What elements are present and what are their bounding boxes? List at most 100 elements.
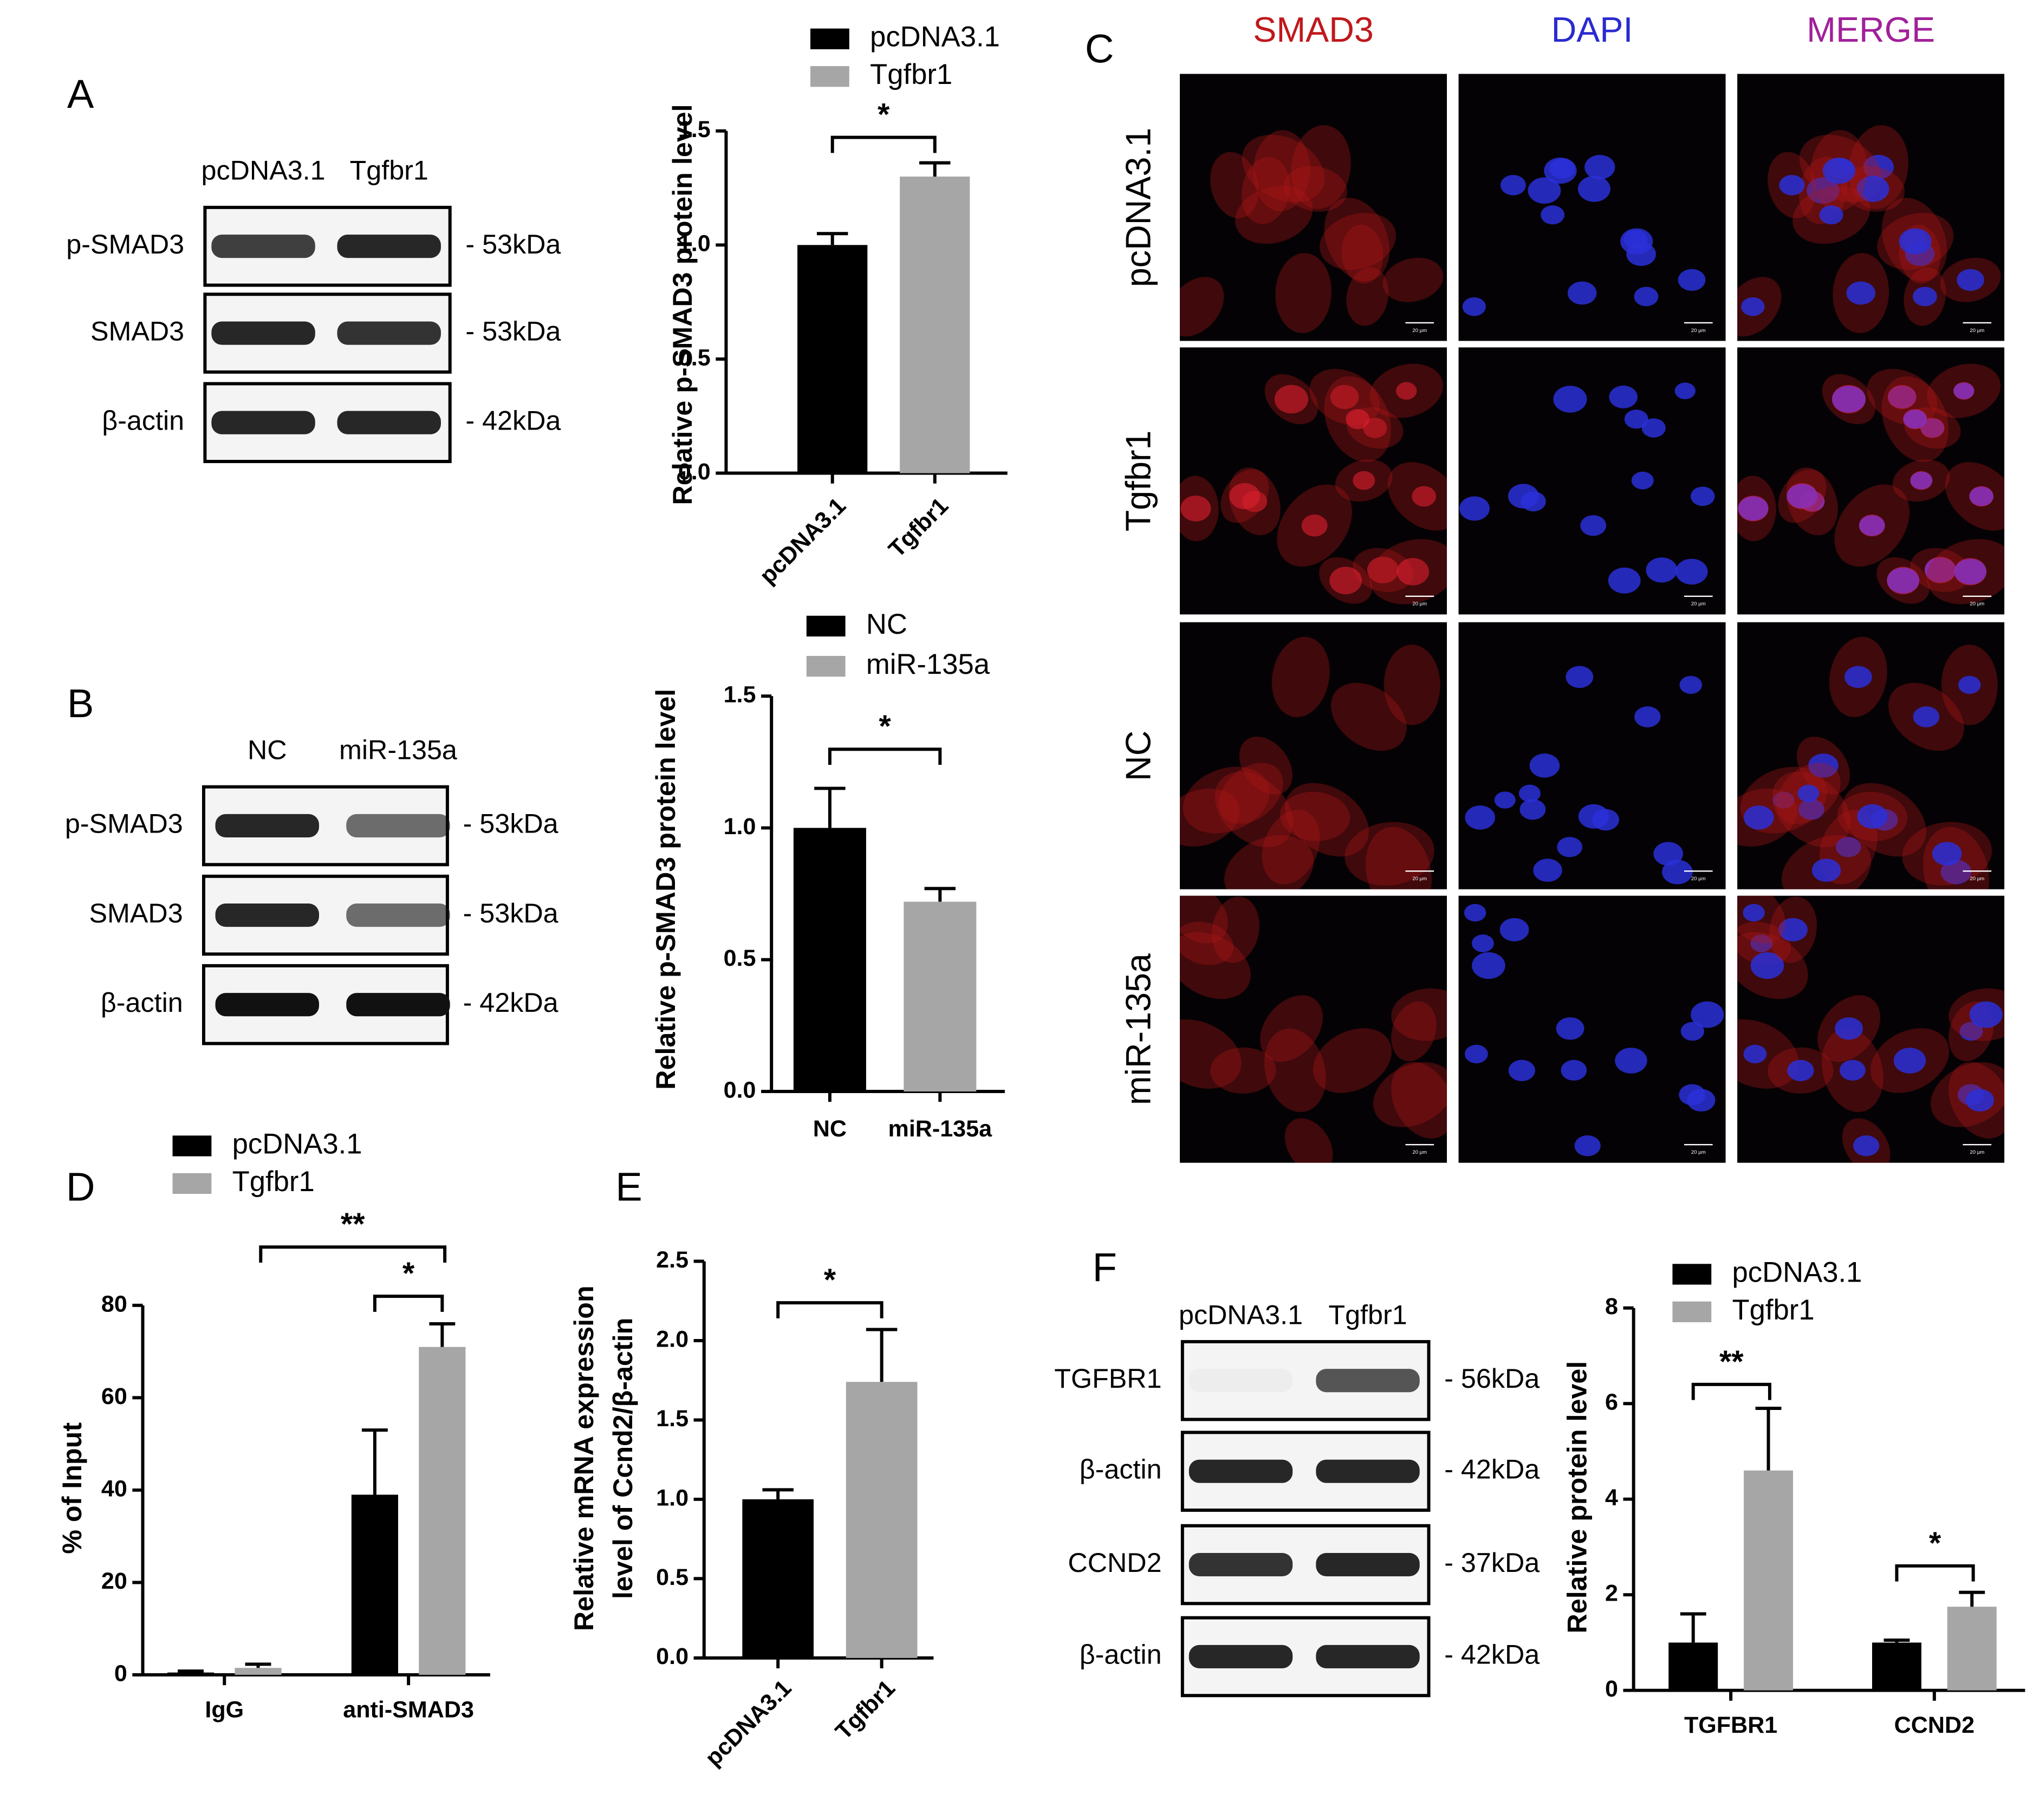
scale-bar-label: 20 μm xyxy=(1970,328,1984,334)
significance-label: * xyxy=(879,709,891,744)
cytoplasm xyxy=(1391,1062,1447,1139)
nucleus xyxy=(1553,386,1587,413)
nuclear-signal xyxy=(1346,409,1370,430)
nucleus xyxy=(1920,418,1945,438)
cytoplasm xyxy=(1235,186,1313,244)
nucleus xyxy=(1533,859,1562,882)
nucleus xyxy=(1679,675,1703,694)
nucleus xyxy=(1835,1017,1863,1040)
nucleus xyxy=(1808,753,1839,778)
cytoplasm xyxy=(1279,791,1350,841)
cytoplasm xyxy=(1210,1047,1276,1094)
nucleus xyxy=(1634,706,1661,727)
y-tick-label: 0.5 xyxy=(678,344,711,370)
legend-swatch xyxy=(810,66,849,87)
y-tick-label: 1.0 xyxy=(678,231,711,257)
cytoplasm xyxy=(1382,257,1444,302)
scale-bar-label: 20 μm xyxy=(1691,328,1706,334)
protein-label: β-actin xyxy=(101,987,183,1018)
nucleus xyxy=(1743,805,1774,830)
blot-band xyxy=(1188,1644,1293,1668)
nuclear-signal xyxy=(1367,556,1399,583)
cytoplasm xyxy=(1271,636,1330,717)
nucleus xyxy=(1499,918,1529,941)
y-axis-label: Relative p-SMAD3 protein level xyxy=(651,689,681,1090)
significance-label: ** xyxy=(341,1207,365,1242)
nucleus xyxy=(1839,1060,1866,1081)
nucleus xyxy=(1958,675,1981,694)
nucleus xyxy=(1846,281,1875,305)
size-label: - 53kDa xyxy=(463,898,558,928)
bar xyxy=(419,1347,466,1675)
nucleus xyxy=(1797,784,1820,802)
y-tick-label: 6 xyxy=(1605,1389,1618,1415)
nucleus xyxy=(1557,837,1582,857)
cytoplasm xyxy=(1330,682,1407,751)
nucleus xyxy=(1680,1022,1705,1041)
y-tick-label: 1.5 xyxy=(724,682,756,708)
nucleus xyxy=(1687,1089,1716,1112)
cytoplasm xyxy=(1180,895,1228,944)
error-bar xyxy=(816,232,848,245)
error-bar xyxy=(762,1488,794,1499)
nucleus xyxy=(1953,382,1974,399)
nucleus xyxy=(1578,804,1609,829)
cells xyxy=(1180,125,1444,337)
nucleus xyxy=(1835,837,1861,857)
lane-label: miR-135a xyxy=(339,734,457,765)
y-tick-label: 0.0 xyxy=(678,459,711,485)
significance-label: * xyxy=(1929,1526,1941,1561)
nucleus xyxy=(1464,1044,1488,1064)
cytoplasm xyxy=(1346,267,1389,326)
legend-label: NC xyxy=(866,608,907,640)
micrograph: 20 μm xyxy=(1180,74,1447,341)
micrograph: 20 μm xyxy=(1737,895,2005,1163)
error-bar xyxy=(1883,1639,1910,1643)
nucleus xyxy=(1910,471,1933,490)
size-label: - 53kDa xyxy=(463,809,558,839)
cytoplasm xyxy=(1242,134,1325,203)
significance-label: * xyxy=(402,1256,415,1291)
cells xyxy=(1737,125,2001,337)
nucleus xyxy=(1913,287,1937,307)
cytoplasm xyxy=(1260,995,1323,1062)
nucleus xyxy=(1913,706,1940,727)
significance-label: ** xyxy=(1719,1344,1744,1379)
y-tick-label: 0 xyxy=(114,1660,127,1686)
nuclear-signal xyxy=(1301,514,1328,537)
x-tick-label: NC xyxy=(813,1116,847,1142)
cytoplasm xyxy=(1239,736,1292,795)
nucleus xyxy=(1675,558,1708,585)
nuclear-signal xyxy=(1396,382,1417,400)
nucleus xyxy=(1608,567,1641,594)
y-tick-label: 1.0 xyxy=(724,814,756,840)
nucleus xyxy=(1690,486,1715,506)
lane-label: NC xyxy=(248,734,287,765)
panel-label: D xyxy=(66,1165,95,1210)
nucleus xyxy=(1819,205,1843,225)
nucleus xyxy=(1959,1022,1983,1041)
cells xyxy=(1737,895,2005,1163)
micrograph: 20 μm xyxy=(1180,622,1447,889)
error-bar xyxy=(919,161,951,177)
cytoplasm xyxy=(1291,125,1351,210)
nuclear-signal xyxy=(1397,558,1430,586)
x-tick-label: pcDNA3.1 xyxy=(755,493,851,589)
micrograph-background xyxy=(1737,622,2005,889)
significance-bracket xyxy=(1691,1382,1771,1400)
cytoplasm xyxy=(1275,253,1331,333)
nucleus xyxy=(1863,155,1894,180)
legend-swatch xyxy=(1672,1264,1712,1285)
bar xyxy=(167,1672,215,1675)
scale-bar-label: 20 μm xyxy=(1691,601,1706,607)
cytoplasm xyxy=(1341,224,1384,284)
nuclear-signal xyxy=(1329,567,1362,595)
y-tick-label: 1.5 xyxy=(678,116,711,142)
legend-label: pcDNA3.1 xyxy=(232,1128,362,1160)
blot-band xyxy=(337,411,441,434)
panel-label: C xyxy=(1085,26,1114,71)
x-tick-label: TGFBR1 xyxy=(1684,1712,1777,1738)
cytoplasm xyxy=(1219,763,1283,824)
y-tick-label: 40 xyxy=(101,1476,127,1502)
